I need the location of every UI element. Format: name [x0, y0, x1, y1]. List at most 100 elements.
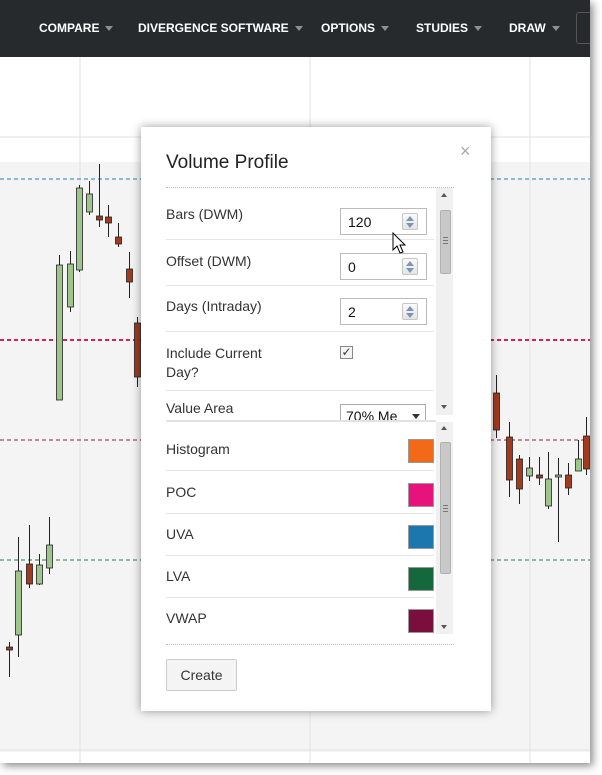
candle-body [126, 268, 133, 283]
offset-value: 0 [348, 259, 356, 275]
candle-body [56, 264, 63, 401]
divider [166, 644, 454, 645]
include-current-day-checkbox[interactable]: ✓ [340, 345, 353, 359]
scrollbar-thumb[interactable] [440, 442, 451, 574]
days-value: 2 [348, 304, 356, 320]
setting-row-days: Days (Intraday) 2 [166, 286, 434, 332]
nav-studies[interactable]: STUDIES [416, 0, 483, 57]
chevron-down-icon [105, 26, 114, 32]
nav-overflow-button[interactable] [576, 12, 590, 44]
settings-scrollbar[interactable] [436, 188, 453, 415]
chevron-down-icon [294, 26, 303, 32]
spin-up-icon[interactable] [406, 216, 414, 221]
value-area-select[interactable]: 70% Me [340, 404, 426, 421]
value-area-selected: 70% Me [346, 408, 398, 421]
candle-body [6, 646, 13, 651]
candle-body [493, 392, 500, 431]
candle-body [96, 215, 103, 221]
divider [166, 187, 454, 188]
nav-compare-label: COMPARE [39, 21, 100, 35]
settings-panel: Bars (DWM) 120 Offset (DWM) 0 Days (Intr… [166, 188, 455, 421]
poc-color-swatch[interactable] [408, 483, 434, 507]
color-row-histogram: Histogram [166, 427, 434, 471]
nav-compare[interactable]: COMPARE [39, 0, 114, 57]
bars-value: 120 [348, 214, 372, 230]
close-icon[interactable]: × [460, 141, 471, 161]
app-window: COMPARE DIVERGENCE SOFTWARE OPTIONS STUD… [0, 0, 590, 763]
spin-down-icon[interactable] [406, 313, 414, 318]
chevron-down-icon [551, 26, 560, 32]
volume-profile-dialog: Volume Profile × Bars (DWM) 120 Offset (… [141, 127, 491, 711]
chevron-down-icon [412, 414, 420, 419]
candle-body [583, 435, 590, 470]
candle-body [67, 263, 74, 308]
offset-spinner[interactable]: 0 [340, 253, 427, 280]
candle-body [76, 187, 83, 271]
offset-label: Offset (DWM) [166, 253, 252, 269]
uva-color-swatch[interactable] [408, 525, 434, 549]
uva-label: UVA [166, 526, 194, 542]
scroll-down-icon[interactable] [441, 405, 447, 409]
color-row-lva: LVA [166, 556, 434, 598]
candle-body [134, 322, 141, 378]
candle-body [506, 436, 513, 481]
days-spinner[interactable]: 2 [340, 298, 427, 325]
section-divider [166, 420, 436, 422]
vwap-color-swatch[interactable] [408, 609, 434, 633]
lva-color-swatch[interactable] [408, 567, 434, 591]
mouse-cursor-icon [392, 232, 407, 254]
colors-scrollbar[interactable] [436, 422, 453, 634]
top-navigation-bar: COMPARE DIVERGENCE SOFTWARE OPTIONS STUD… [0, 0, 590, 57]
candle-body [86, 193, 93, 213]
candle-body [526, 467, 533, 477]
color-row-uva: UVA [166, 514, 434, 556]
nav-draw-label: DRAW [509, 21, 546, 35]
nav-draw[interactable]: DRAW [509, 0, 560, 57]
spin-up-icon[interactable] [406, 306, 414, 311]
chevron-down-icon [474, 26, 483, 32]
nav-studies-label: STUDIES [416, 21, 469, 35]
scroll-up-icon[interactable] [441, 426, 447, 430]
value-area-label: Value Area [166, 400, 234, 416]
bars-spinner[interactable]: 120 [340, 208, 427, 235]
setting-row-offset: Offset (DWM) 0 [166, 240, 434, 286]
days-label: Days (Intraday) [166, 298, 262, 314]
dialog-title: Volume Profile [166, 152, 289, 173]
nav-divergence-software-label: DIVERGENCE SOFTWARE [138, 21, 289, 35]
candle-body [516, 458, 523, 490]
candle-body [575, 458, 582, 472]
scroll-up-icon[interactable] [441, 193, 447, 197]
nav-divergence-software[interactable]: DIVERGENCE SOFTWARE [138, 0, 303, 57]
candle-body [26, 563, 33, 585]
candle-body [536, 474, 543, 479]
candle-body [105, 216, 112, 224]
poc-label: POC [166, 484, 197, 500]
spin-down-icon[interactable] [406, 223, 414, 228]
setting-row-bars: Bars (DWM) 120 [166, 188, 434, 240]
spin-down-icon[interactable] [406, 268, 414, 273]
candle-body [36, 564, 43, 585]
create-button[interactable]: Create [166, 659, 237, 691]
scroll-down-icon[interactable] [441, 625, 447, 629]
spin-up-icon[interactable] [406, 261, 414, 266]
histogram-label: Histogram [166, 441, 230, 457]
spinner-arrows-icon[interactable] [402, 258, 418, 275]
vwap-label: VWAP [166, 610, 207, 626]
bars-label: Bars (DWM) [166, 206, 243, 222]
setting-row-include-current-day: Include Current Day? ✓ [166, 332, 434, 391]
spinner-arrows-icon[interactable] [402, 213, 418, 230]
candle-body [15, 570, 22, 636]
include-current-day-label: Include Current Day? [166, 345, 262, 380]
lva-label: LVA [166, 568, 191, 584]
spinner-arrows-icon[interactable] [402, 303, 418, 320]
candle-body [565, 474, 572, 489]
candle-body [555, 474, 562, 478]
scrollbar-thumb[interactable] [440, 210, 451, 274]
candle-body [545, 478, 552, 507]
candle-body [46, 544, 53, 569]
candle-body [115, 236, 122, 245]
chevron-down-icon [381, 26, 390, 32]
colors-panel: Histogram POC UVA LVA VWAP [166, 422, 455, 634]
nav-options[interactable]: OPTIONS [321, 0, 390, 57]
histogram-color-swatch[interactable] [408, 439, 434, 463]
